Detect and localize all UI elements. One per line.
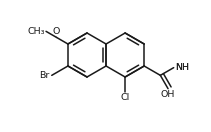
Text: Cl: Cl: [120, 93, 130, 102]
Text: NH: NH: [175, 63, 189, 72]
Text: OH: OH: [161, 90, 175, 99]
Text: NH: NH: [175, 63, 189, 72]
Text: O: O: [53, 27, 60, 36]
Text: Br: Br: [39, 71, 50, 80]
Text: CH₃: CH₃: [28, 27, 45, 36]
